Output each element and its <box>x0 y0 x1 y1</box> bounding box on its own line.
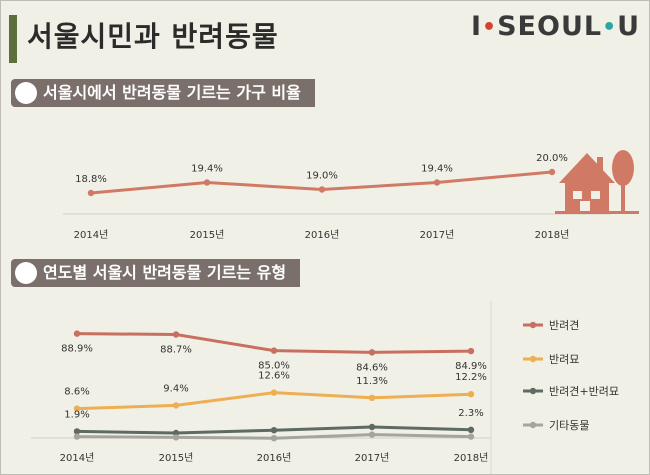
chart1-data-label: 18.8% <box>75 174 107 185</box>
chart2-point <box>467 433 475 440</box>
chart2-point <box>467 426 475 433</box>
chart2-data-label: 8.6% <box>64 387 89 398</box>
chart2-x-tick-label: 2016년 <box>257 452 292 464</box>
legend-marker <box>529 321 537 329</box>
chart2-point <box>73 428 81 435</box>
chart2-point <box>172 434 180 441</box>
brand-left: I <box>471 11 483 42</box>
legend-marker <box>529 421 537 429</box>
chart2-point <box>73 405 81 412</box>
section-heading-text: 연도별 서울시 반려동물 기르는 유형 <box>43 263 287 282</box>
chart2-x-tick-label: 2015년 <box>159 452 194 464</box>
chart2-data-label: 12.2% <box>455 372 487 383</box>
legend-marker <box>529 355 537 363</box>
chart2-data-label: 88.9% <box>61 344 93 355</box>
chart2-point <box>270 427 278 434</box>
chart2-point <box>172 402 180 409</box>
legend-marker <box>529 387 537 395</box>
chart2-point <box>368 423 376 431</box>
chart2-data-label: 11.3% <box>356 376 388 387</box>
brand-right: U <box>617 11 641 42</box>
brand-word: SEOUL <box>497 11 603 42</box>
section-heading-text: 서울시에서 반려동물 기르는 가구 비율 <box>43 83 301 102</box>
chart1-x-tick-label: 2018년 <box>535 229 570 241</box>
legend-label: 반려견 <box>549 319 579 332</box>
chart2-data-label: 88.7% <box>160 344 192 355</box>
chart2-point <box>73 433 81 440</box>
section-heading-household-ratio: 서울시에서 반려동물 기르는 가구 비율 <box>11 79 315 107</box>
chart1-point <box>318 186 326 193</box>
legend-label: 기타동물 <box>549 419 589 432</box>
chart2-x-tick-label: 2014년 <box>60 452 95 464</box>
chart2-data-label: 1.9% <box>64 409 89 420</box>
chart1-x-tick-label: 2016년 <box>305 229 340 241</box>
chart2-point <box>73 330 81 337</box>
chart2-point <box>467 347 475 355</box>
chart2-data-label: 84.9% <box>455 361 487 372</box>
chart2-point <box>368 349 376 356</box>
chart1-point <box>203 179 211 186</box>
brand-dot-red: • <box>482 15 498 40</box>
chart1-data-label: 19.4% <box>421 164 453 175</box>
title-accent-bar <box>9 15 17 63</box>
heading-bullet <box>15 262 37 284</box>
chart2-data-label: 2.3% <box>458 408 483 419</box>
chart2-data-label: 12.6% <box>258 371 290 382</box>
chart2-x-tick-label: 2017년 <box>355 452 390 464</box>
legend-label: 반려견+반려묘 <box>549 385 619 398</box>
chart2-point <box>172 429 180 437</box>
chart1-data-label: 19.0% <box>306 171 338 182</box>
brand-dot-teal: • <box>602 15 618 40</box>
chart2-point <box>368 431 376 438</box>
chart2-point <box>467 391 475 398</box>
brand-logo: I•SEOUL•U <box>471 11 640 42</box>
chart1-data-label: 19.4% <box>191 164 223 175</box>
chart1-x-tick-label: 2015년 <box>190 229 225 241</box>
section-heading-pet-types: 연도별 서울시 반려동물 기르는 유형 <box>11 259 301 287</box>
chart2-x-tick-label: 2018년 <box>454 452 489 464</box>
chart1-data-label: 20.0% <box>536 153 568 164</box>
legend-label: 반려묘 <box>549 353 579 366</box>
chart2-data-label: 9.4% <box>163 383 188 394</box>
chart2-data-label: 84.6% <box>356 362 388 373</box>
chart2-point <box>270 435 278 442</box>
chart2-point <box>270 347 278 354</box>
chart2-point <box>368 394 376 401</box>
chart1-point <box>548 168 556 176</box>
household-ratio-chart: 18.8% 19.4% 19.0% 19.4% 20.0% 2014년 2015년 2016… <box>63 150 639 241</box>
chart2-point <box>270 389 278 396</box>
chart2-point <box>172 331 180 338</box>
page-title: 서울시민과 반려동물 <box>27 20 279 53</box>
heading-bullet <box>15 82 37 104</box>
chart2-data-label: 85.0% <box>258 361 290 372</box>
house-and-tree-icon <box>555 150 639 214</box>
pet-types-chart: 88.9% 88.7% 85.0% 84.6% 84.9% 8.6% 9.4% 12.6% 11… <box>31 301 619 474</box>
chart1-point <box>433 179 441 186</box>
chart1-x-tick-label: 2014년 <box>74 229 109 241</box>
chart1-x-tick-label: 2017년 <box>420 229 455 241</box>
chart1-point <box>87 189 95 197</box>
